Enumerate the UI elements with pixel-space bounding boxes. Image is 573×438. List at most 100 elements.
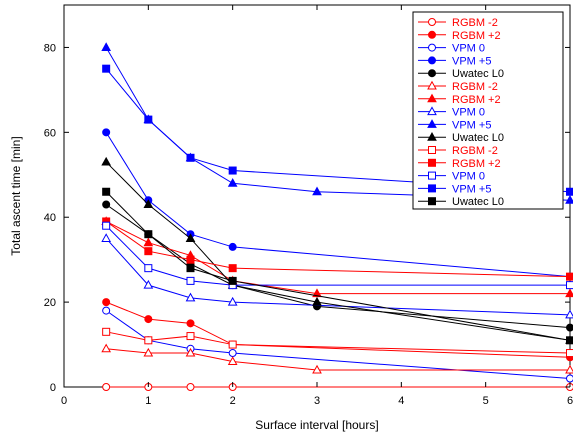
legend-label: RGBM +2 — [452, 94, 501, 106]
data-point — [227, 178, 238, 187]
legend-marker — [427, 80, 437, 90]
legend-entry: Uwatec L0 — [418, 131, 504, 144]
data-point — [143, 279, 154, 289]
data-point — [143, 237, 154, 247]
data-point — [185, 347, 196, 357]
series-line — [105, 221, 570, 295]
data-point — [186, 276, 195, 285]
data-point — [312, 186, 322, 196]
legend-label: VPM +5 — [452, 55, 491, 67]
data-point — [186, 255, 195, 264]
data-point — [144, 315, 153, 324]
y-tick-label: 60 — [44, 127, 56, 139]
series-11 — [102, 327, 573, 358]
legend-entry: Uwatec L0 — [418, 196, 504, 208]
data-point — [102, 383, 111, 391]
legend-entry: RGBM +2 — [418, 30, 501, 42]
data-point — [312, 296, 322, 306]
legend-entry: RGBM -2 — [418, 80, 498, 93]
series-line — [105, 47, 571, 201]
data-point — [102, 298, 111, 307]
y-tick-label: 0 — [50, 382, 56, 394]
data-point — [228, 349, 237, 358]
legend-box — [412, 11, 564, 210]
legend-label: RGBM -2 — [452, 145, 498, 157]
data-point — [101, 156, 112, 166]
data-point — [228, 340, 237, 349]
data-point — [185, 292, 196, 302]
data-point — [102, 327, 111, 336]
legend-label: RGBM +2 — [452, 30, 501, 42]
data-point — [566, 323, 573, 332]
legend-entry: RGBM +2 — [418, 93, 501, 106]
legend-marker — [428, 197, 436, 206]
data-point — [186, 332, 195, 341]
series-12 — [102, 217, 573, 281]
data-point — [312, 364, 322, 374]
data-point — [565, 309, 573, 319]
data-point — [565, 364, 573, 374]
data-point — [144, 264, 153, 273]
data-point — [565, 195, 573, 204]
legend-label: VPM 0 — [452, 171, 485, 183]
legend-label: VPM 0 — [452, 43, 485, 55]
data-point — [566, 374, 573, 383]
series-15 — [102, 187, 573, 345]
legend-label: RGBM -2 — [452, 81, 498, 93]
x-tick-label: 6 — [567, 395, 573, 407]
legend-entry: RGBM +2 — [418, 158, 501, 170]
data-point — [566, 272, 573, 281]
legend-entry: VPM +5 — [418, 55, 491, 67]
x-tick-label: 1 — [145, 395, 151, 407]
data-point — [102, 187, 111, 196]
y-tick-label: 80 — [44, 42, 56, 54]
data-point — [144, 115, 153, 124]
legend-entry: RGBM -2 — [418, 17, 498, 29]
legend-marker — [428, 171, 436, 180]
series-line — [106, 348, 570, 371]
x-tick-label: 0 — [61, 395, 67, 407]
legend-entry: Uwatec L0 — [418, 68, 504, 80]
data-point — [143, 199, 154, 208]
data-point — [101, 343, 112, 353]
data-point — [186, 319, 195, 328]
x-tick-label: 4 — [398, 395, 404, 407]
data-point — [186, 383, 195, 391]
legend-label: Uwatec L0 — [452, 196, 504, 208]
legend-marker — [427, 131, 437, 141]
y-tick-label: 40 — [44, 212, 56, 224]
data-point — [144, 336, 153, 345]
data-point — [566, 187, 573, 196]
data-point — [101, 233, 112, 242]
data-point — [185, 233, 196, 242]
legend-marker — [428, 18, 436, 26]
data-point — [102, 200, 111, 209]
data-point — [144, 247, 153, 256]
data-point — [228, 166, 237, 175]
legend-label: VPM 0 — [452, 107, 485, 119]
legend-marker — [427, 119, 437, 128]
series-14 — [102, 64, 573, 196]
legend-entry: VPM +5 — [418, 183, 491, 195]
legend-entry: VPM 0 — [418, 171, 485, 183]
data-point — [227, 296, 238, 306]
x-axis-title: Surface interval [hours] — [255, 418, 378, 432]
legend-marker — [428, 158, 436, 167]
data-point — [186, 264, 195, 273]
data-point — [102, 221, 111, 230]
data-point — [566, 281, 573, 290]
data-point — [102, 306, 111, 315]
legend-entry: RGBM -2 — [418, 145, 498, 157]
legend-label: VPM +5 — [452, 183, 491, 195]
series-line — [105, 161, 571, 341]
legend-marker — [428, 146, 436, 154]
legend-entry: VPM 0 — [418, 43, 485, 55]
y-axis-title: Total ascent time [min] — [9, 136, 23, 255]
data-point — [143, 347, 154, 357]
legend-marker — [428, 56, 436, 65]
legend-label: RGBM -2 — [452, 17, 498, 29]
legend-label: Uwatec L0 — [452, 68, 504, 80]
